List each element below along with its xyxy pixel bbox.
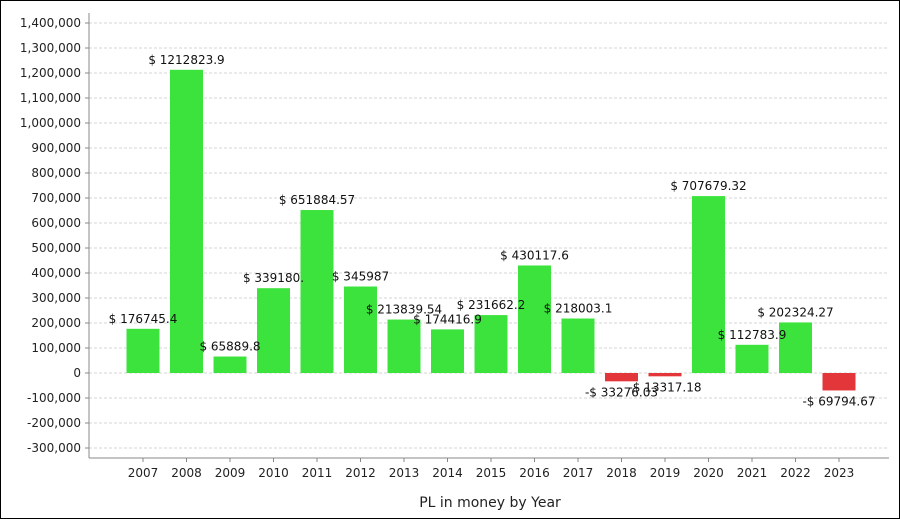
- bar: [126, 328, 160, 373]
- axes: -300,000 -200,000 -100,000 0 100,000 200,000 3…: [20, 13, 889, 480]
- x-tick-label: 2017: [563, 466, 594, 480]
- data-label: $ 707679.32: [670, 179, 746, 193]
- data-label: $ 651884.57: [279, 193, 355, 207]
- y-tick-label: 600,000: [31, 216, 81, 230]
- x-tick-label: 2011: [302, 466, 333, 480]
- data-label: -$ 33276.03: [585, 385, 658, 399]
- bar: [213, 356, 247, 373]
- x-tick-label: 2009: [215, 466, 246, 480]
- bars: [126, 69, 856, 391]
- x-axis-title: PL in money by Year: [419, 495, 561, 511]
- x-tick-label: 2020: [693, 466, 724, 480]
- bar: [822, 373, 856, 391]
- grid-lines: [89, 22, 889, 449]
- y-tick-label: 100,000: [31, 341, 81, 355]
- x-tick-label: 2019: [650, 466, 681, 480]
- data-labels: $ 176745.4 $ 1212823.9 $ 65889.8 $ 339180. $…: [109, 53, 876, 409]
- data-label: -$ 69794.67: [802, 394, 875, 408]
- y-tick-label: -300,000: [27, 441, 81, 455]
- data-label: $ 65889.8: [199, 340, 260, 354]
- x-tick-label: 2014: [432, 466, 463, 480]
- x-tick-label: 2023: [824, 466, 855, 480]
- bar: [692, 196, 725, 373]
- y-tick-label: 800,000: [31, 166, 81, 180]
- x-tick-label: 2007: [128, 466, 159, 480]
- data-label: $ 176745.4: [109, 312, 178, 326]
- bar: [735, 344, 769, 373]
- x-tick-label: 2012: [345, 466, 376, 480]
- data-label: $ 231662.2: [457, 298, 526, 312]
- y-tick-label: 1,200,000: [20, 66, 81, 80]
- bar: [474, 315, 508, 373]
- data-label: $ 430117.6: [500, 248, 569, 262]
- data-label: $ 174416.9: [413, 312, 482, 326]
- x-tick-label: 2010: [258, 466, 289, 480]
- x-tick-label: 2013: [389, 466, 420, 480]
- y-tick-label: 1,100,000: [20, 91, 81, 105]
- y-tick-label: 0: [73, 366, 81, 380]
- data-label: $ 112783.9: [718, 328, 787, 342]
- y-tick-label: 300,000: [31, 291, 81, 305]
- data-label: $ 1212823.9: [148, 53, 224, 67]
- y-tick-label: 500,000: [31, 241, 81, 255]
- bar: [170, 69, 203, 374]
- x-tick-label: 2022: [780, 466, 811, 480]
- x-tick-label: 2016: [519, 466, 550, 480]
- bar: [257, 288, 290, 373]
- y-tick-label: 900,000: [31, 141, 81, 155]
- y-tick-label: 400,000: [31, 266, 81, 280]
- data-label: $ 345987: [332, 270, 389, 284]
- data-label: -$ 13317.18: [628, 380, 701, 394]
- bar: [431, 329, 464, 373]
- data-label: $ 213839.54: [366, 303, 442, 317]
- x-tick-label: 2015: [476, 466, 507, 480]
- y-tick-label: 1,300,000: [20, 41, 81, 55]
- data-label: $ 218003.1: [544, 301, 613, 315]
- y-tick-label: -200,000: [27, 416, 81, 430]
- bar: [344, 286, 377, 373]
- bar: [648, 373, 682, 377]
- bar: [605, 373, 638, 382]
- y-tick-label: -100,000: [27, 391, 81, 405]
- bar: [300, 210, 334, 373]
- y-tick-label: 1,000,000: [20, 116, 81, 130]
- bar: [387, 319, 421, 373]
- x-tick-label: 2018: [606, 466, 637, 480]
- bar: [518, 265, 551, 373]
- y-tick-label: 200,000: [31, 316, 81, 330]
- x-tick-label: 2021: [737, 466, 768, 480]
- y-tick-label: 700,000: [31, 191, 81, 205]
- bar: [779, 322, 812, 373]
- y-tick-label: 1,400,000: [20, 16, 81, 30]
- bar: [561, 318, 595, 373]
- data-label: $ 202324.27: [757, 305, 833, 319]
- x-tick-label: 2008: [171, 466, 202, 480]
- data-label: $ 339180.: [243, 271, 304, 285]
